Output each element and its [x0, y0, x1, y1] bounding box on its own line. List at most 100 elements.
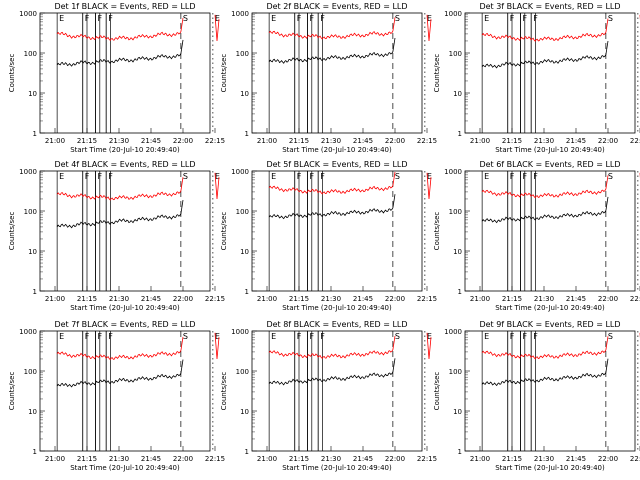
x-axis-label: Start Time (20-Jul-10 20:49:40)	[70, 304, 180, 312]
marker-label: S	[395, 332, 400, 341]
x-tick-label: 21:30	[321, 295, 341, 303]
y-tick-label: 100	[236, 208, 249, 216]
x-tick-label: 21:45	[141, 295, 161, 303]
panel-8: Det 8f BLACK = Events, RED = LLD Counts/s…	[220, 320, 437, 472]
x-tick-label: 22:15	[417, 295, 437, 303]
x-tick-label: 21:30	[321, 137, 341, 145]
x-axis-label: Start Time (20-Jul-10 20:49:40)	[495, 304, 605, 312]
y-tick-label: 1	[458, 288, 462, 296]
x-tick-label: 22:15	[205, 455, 225, 463]
series-lld-tail	[426, 332, 432, 359]
panel-title: Det 9f BLACK = Events, RED = LLD	[479, 320, 620, 329]
y-tick-label: 1	[33, 130, 37, 138]
y-tick-label: 10	[240, 408, 249, 416]
x-tick-label: 21:15	[502, 455, 522, 463]
x-tick-label: 21:30	[534, 455, 554, 463]
x-tick-label: 21:00	[257, 295, 277, 303]
marker-label: E	[59, 172, 64, 181]
y-tick-label: 1000	[19, 10, 37, 18]
y-tick-label: 100	[236, 50, 249, 58]
panel-7: Det 7f BLACK = Events, RED = LLD Counts/s…	[8, 320, 225, 472]
series-events	[56, 200, 184, 229]
series-lld-tail	[426, 172, 432, 199]
marker-label: E	[215, 172, 220, 181]
x-tick-label: 22:15	[417, 137, 437, 145]
x-tick-label: 22:00	[385, 455, 405, 463]
x-tick-label: 21:15	[289, 455, 309, 463]
marker-label: S	[183, 14, 188, 23]
x-tick-label: 21:45	[566, 137, 586, 145]
plot-frame	[39, 330, 211, 452]
x-tick-label: 22:00	[173, 295, 193, 303]
x-tick-label: 22:00	[598, 455, 618, 463]
series-lld	[481, 18, 609, 42]
x-tick-label: 21:15	[77, 455, 97, 463]
marker-label: E	[215, 14, 220, 23]
marker-label: E	[271, 332, 276, 341]
plot-frame	[251, 170, 423, 292]
plot-frame	[464, 330, 636, 452]
y-tick-label: 100	[449, 50, 462, 58]
x-tick-label: 21:45	[566, 455, 586, 463]
y-axis-label: Counts/sec	[8, 372, 16, 411]
x-tick-label: 21:45	[141, 455, 161, 463]
panel-5: Det 5f BLACK = Events, RED = LLD Counts/s…	[220, 160, 437, 312]
y-tick-label: 1	[245, 448, 249, 456]
x-tick-label: 21:15	[77, 137, 97, 145]
marker-label: E	[59, 14, 64, 23]
x-axis-label: Start Time (20-Jul-10 20:49:40)	[282, 146, 392, 154]
x-tick-label: 21:30	[109, 455, 129, 463]
y-tick-label: 100	[236, 368, 249, 376]
series-events	[268, 194, 396, 220]
y-tick-label: 10	[28, 248, 37, 256]
y-tick-label: 1	[33, 288, 37, 296]
x-tick-label: 21:45	[353, 455, 373, 463]
x-tick-label: 21:30	[109, 295, 129, 303]
x-axis-label: Start Time (20-Jul-10 20:49:40)	[282, 464, 392, 472]
panel-6: Det 6f BLACK = Events, RED = LLD Counts/s…	[433, 160, 640, 312]
marker-label: E	[59, 332, 64, 341]
x-tick-label: 21:30	[321, 455, 341, 463]
x-axis-label: Start Time (20-Jul-10 20:49:40)	[495, 464, 605, 472]
y-tick-label: 100	[24, 208, 37, 216]
x-tick-label: 22:00	[385, 295, 405, 303]
y-tick-label: 10	[453, 408, 462, 416]
y-tick-label: 1	[33, 448, 37, 456]
y-tick-label: 10	[240, 248, 249, 256]
y-axis-label: Counts/sec	[8, 212, 16, 251]
marker-label: E	[484, 14, 489, 23]
plot-frame	[39, 12, 211, 134]
marker-label: S	[183, 332, 188, 341]
x-tick-label: 21:30	[109, 137, 129, 145]
x-tick-label: 21:00	[470, 137, 490, 145]
plot-frame	[39, 170, 211, 292]
x-tick-label: 21:15	[289, 137, 309, 145]
x-axis-label: Start Time (20-Jul-10 20:49:40)	[70, 146, 180, 154]
y-tick-label: 10	[28, 408, 37, 416]
marker-label: E	[427, 332, 432, 341]
series-lld	[56, 336, 184, 361]
y-tick-label: 100	[24, 368, 37, 376]
x-tick-label: 22:00	[173, 137, 193, 145]
series-events	[268, 37, 396, 64]
x-tick-label: 22:15	[630, 295, 640, 303]
x-axis-label: Start Time (20-Jul-10 20:49:40)	[495, 146, 605, 154]
panel-title: Det 2f BLACK = Events, RED = LLD	[266, 2, 407, 11]
x-tick-label: 22:00	[598, 137, 618, 145]
series-events	[56, 359, 184, 388]
panel-title: Det 8f BLACK = Events, RED = LLD	[266, 320, 407, 329]
y-axis-label: Counts/sec	[220, 54, 228, 93]
plot-frame	[464, 170, 636, 292]
y-tick-label: 100	[449, 208, 462, 216]
panel-9: Det 9f BLACK = Events, RED = LLD Counts/s…	[433, 320, 640, 472]
marker-label: E	[427, 14, 432, 23]
series-events	[481, 40, 609, 69]
y-tick-label: 1000	[231, 168, 249, 176]
y-axis-label: Counts/sec	[220, 372, 228, 411]
marker-label: S	[608, 332, 613, 341]
x-tick-label: 21:00	[257, 455, 277, 463]
series-events	[268, 358, 396, 386]
x-tick-label: 21:30	[534, 137, 554, 145]
x-tick-label: 21:15	[502, 137, 522, 145]
panel-title: Det 1f BLACK = Events, RED = LLD	[54, 2, 195, 11]
